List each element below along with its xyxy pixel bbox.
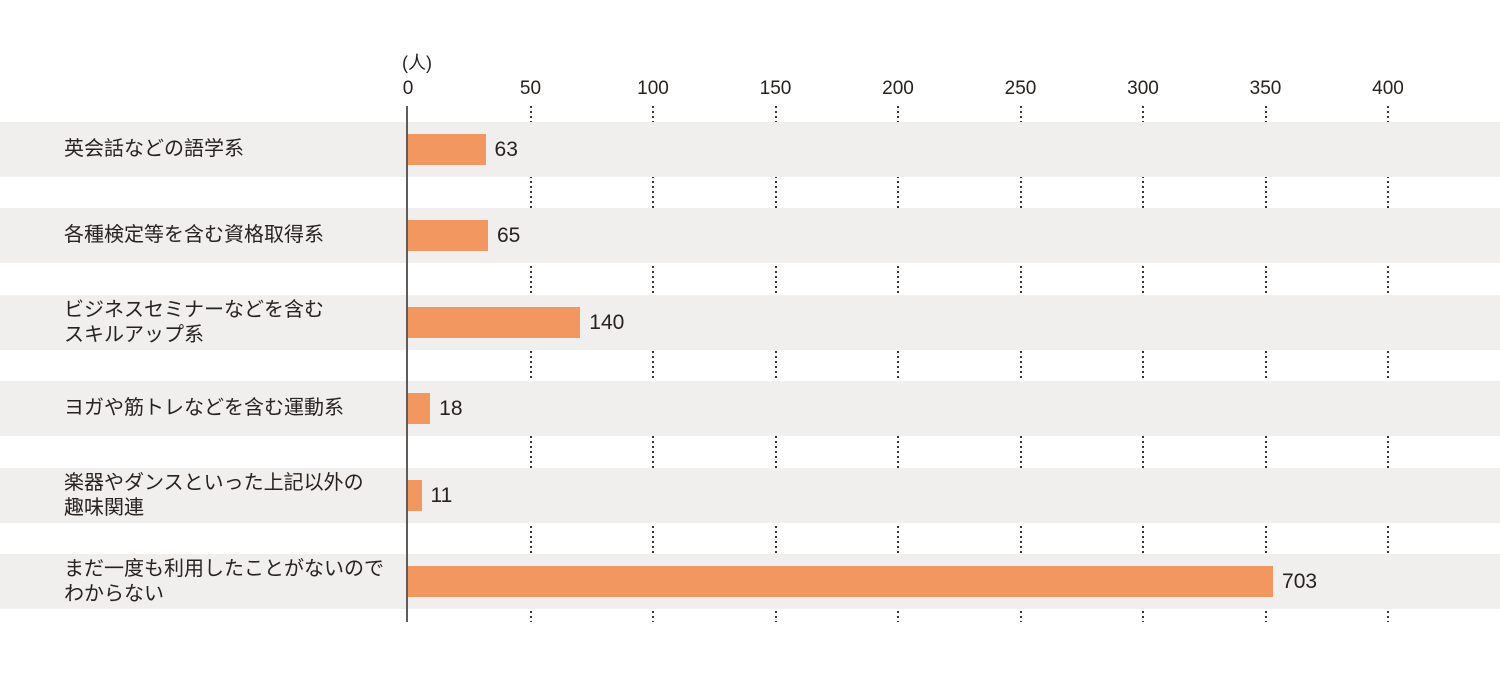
axis-tick-label: 350 bbox=[1249, 78, 1282, 99]
bar bbox=[408, 307, 581, 338]
category-label: 各種検定等を含む資格取得系 bbox=[64, 224, 324, 246]
gridline-dotted bbox=[1019, 106, 1022, 622]
value-label: 11 bbox=[430, 483, 453, 507]
category-label: 楽器やダンスといった上記以外の 趣味関連 bbox=[64, 471, 364, 519]
axis-tick-label: 250 bbox=[1004, 78, 1037, 99]
axis-tick-label: 50 bbox=[519, 78, 542, 99]
bar bbox=[408, 393, 431, 424]
bar bbox=[408, 566, 1274, 597]
value-label: 63 bbox=[494, 137, 518, 161]
chart-row: ビジネスセミナーなどを含む スキルアップ系 bbox=[0, 295, 1500, 350]
bar bbox=[408, 220, 488, 251]
gridline-dotted bbox=[1264, 106, 1267, 622]
axis-tick-label: 100 bbox=[637, 78, 669, 99]
axis-tick-label: 150 bbox=[759, 78, 792, 99]
axis-tick-label: 300 bbox=[1127, 78, 1159, 99]
category-label: 英会話などの語学系 bbox=[64, 138, 244, 160]
bar bbox=[408, 480, 422, 511]
chart-row: 楽器やダンスといった上記以外の 趣味関連 bbox=[0, 468, 1500, 523]
chart-row: 英会話などの語学系 bbox=[0, 122, 1500, 177]
category-label: まだ一度も利用したことがないので わからない bbox=[64, 557, 384, 605]
axis-tick-label: 200 bbox=[882, 78, 914, 99]
category-label: ヨガや筋トレなどを含む運動系 bbox=[64, 397, 344, 419]
gridline-dotted bbox=[1142, 106, 1144, 622]
value-label: 18 bbox=[439, 396, 463, 420]
chart-row: 各種検定等を含む資格取得系 bbox=[0, 208, 1500, 263]
gridline-dotted bbox=[529, 106, 532, 622]
gridline-dotted bbox=[652, 106, 654, 622]
gridline-dotted bbox=[1387, 106, 1389, 622]
axis-tick-label: 0 bbox=[402, 78, 414, 99]
value-label: 703 bbox=[1282, 569, 1318, 593]
axis-unit-label: (人) bbox=[402, 53, 432, 73]
gridline-dotted bbox=[897, 106, 899, 622]
category-label: ビジネスセミナーなどを含む スキルアップ系 bbox=[64, 298, 324, 346]
value-label: 140 bbox=[589, 310, 625, 334]
axis-tick-label: 400 bbox=[1372, 78, 1404, 99]
gridline-dotted bbox=[774, 106, 777, 622]
bar bbox=[408, 134, 486, 165]
chart-row: ヨガや筋トレなどを含む運動系 bbox=[0, 381, 1500, 436]
y-axis-line bbox=[406, 106, 408, 622]
value-label: 65 bbox=[496, 223, 521, 247]
